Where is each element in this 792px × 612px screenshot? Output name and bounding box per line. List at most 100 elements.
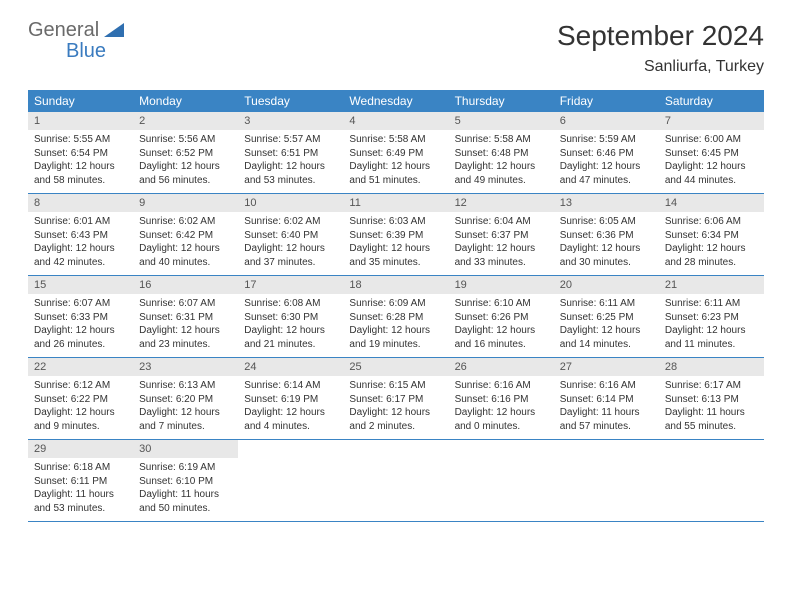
sunrise-text: Sunrise: 6:10 AM [455, 297, 548, 311]
sunrise-text: Sunrise: 6:11 AM [560, 297, 653, 311]
calendar-cell: 14Sunrise: 6:06 AMSunset: 6:34 PMDayligh… [659, 194, 764, 276]
sunset-text: Sunset: 6:11 PM [34, 475, 127, 489]
sunset-text: Sunset: 6:43 PM [34, 229, 127, 243]
day-number: 29 [28, 440, 133, 458]
sunrise-text: Sunrise: 6:17 AM [665, 379, 758, 393]
day-details: Sunrise: 6:17 AMSunset: 6:13 PMDaylight:… [659, 376, 764, 439]
day-details: Sunrise: 5:58 AMSunset: 6:48 PMDaylight:… [449, 130, 554, 193]
day-details: Sunrise: 6:11 AMSunset: 6:23 PMDaylight:… [659, 294, 764, 357]
sunset-text: Sunset: 6:30 PM [244, 311, 337, 325]
daylight-text: Daylight: 12 hours and 19 minutes. [349, 324, 442, 351]
sunset-text: Sunset: 6:16 PM [455, 393, 548, 407]
day-details: Sunrise: 6:02 AMSunset: 6:40 PMDaylight:… [238, 212, 343, 275]
sunrise-text: Sunrise: 6:04 AM [455, 215, 548, 229]
calendar-cell: 22Sunrise: 6:12 AMSunset: 6:22 PMDayligh… [28, 358, 133, 440]
day-details: Sunrise: 6:10 AMSunset: 6:26 PMDaylight:… [449, 294, 554, 357]
sunrise-text: Sunrise: 6:02 AM [139, 215, 232, 229]
day-number: 24 [238, 358, 343, 376]
calendar-cell: 27Sunrise: 6:16 AMSunset: 6:14 PMDayligh… [554, 358, 659, 440]
day-number: 19 [449, 276, 554, 294]
day-details: Sunrise: 6:15 AMSunset: 6:17 PMDaylight:… [343, 376, 448, 439]
daylight-text: Daylight: 12 hours and 30 minutes. [560, 242, 653, 269]
calendar-cell: 20Sunrise: 6:11 AMSunset: 6:25 PMDayligh… [554, 276, 659, 358]
calendar-cell: 19Sunrise: 6:10 AMSunset: 6:26 PMDayligh… [449, 276, 554, 358]
calendar-cell: 8Sunrise: 6:01 AMSunset: 6:43 PMDaylight… [28, 194, 133, 276]
day-details: Sunrise: 6:16 AMSunset: 6:14 PMDaylight:… [554, 376, 659, 439]
weekday-header: Wednesday [343, 90, 448, 112]
daylight-text: Daylight: 12 hours and 11 minutes. [665, 324, 758, 351]
daylight-text: Daylight: 12 hours and 53 minutes. [244, 160, 337, 187]
calendar-cell: 12Sunrise: 6:04 AMSunset: 6:37 PMDayligh… [449, 194, 554, 276]
day-details: Sunrise: 6:00 AMSunset: 6:45 PMDaylight:… [659, 130, 764, 193]
daylight-text: Daylight: 12 hours and 26 minutes. [34, 324, 127, 351]
sunrise-text: Sunrise: 6:07 AM [139, 297, 232, 311]
sunrise-text: Sunrise: 6:06 AM [665, 215, 758, 229]
sunrise-text: Sunrise: 6:01 AM [34, 215, 127, 229]
sunrise-text: Sunrise: 5:56 AM [139, 133, 232, 147]
calendar-cell: 30Sunrise: 6:19 AMSunset: 6:10 PMDayligh… [133, 440, 238, 522]
day-number: 30 [133, 440, 238, 458]
sunrise-text: Sunrise: 6:11 AM [665, 297, 758, 311]
day-number: 6 [554, 112, 659, 130]
weekday-header: Sunday [28, 90, 133, 112]
sunset-text: Sunset: 6:48 PM [455, 147, 548, 161]
day-details: Sunrise: 6:04 AMSunset: 6:37 PMDaylight:… [449, 212, 554, 275]
sunset-text: Sunset: 6:19 PM [244, 393, 337, 407]
daylight-text: Daylight: 12 hours and 33 minutes. [455, 242, 548, 269]
daylight-text: Daylight: 12 hours and 14 minutes. [560, 324, 653, 351]
day-details: Sunrise: 5:57 AMSunset: 6:51 PMDaylight:… [238, 130, 343, 193]
calendar-cell: 17Sunrise: 6:08 AMSunset: 6:30 PMDayligh… [238, 276, 343, 358]
daylight-text: Daylight: 11 hours and 55 minutes. [665, 406, 758, 433]
calendar-cell: 13Sunrise: 6:05 AMSunset: 6:36 PMDayligh… [554, 194, 659, 276]
page-title: September 2024 [557, 20, 764, 52]
sunset-text: Sunset: 6:33 PM [34, 311, 127, 325]
day-number: 8 [28, 194, 133, 212]
sunrise-text: Sunrise: 6:13 AM [139, 379, 232, 393]
day-details: Sunrise: 6:01 AMSunset: 6:43 PMDaylight:… [28, 212, 133, 275]
day-details: Sunrise: 6:07 AMSunset: 6:31 PMDaylight:… [133, 294, 238, 357]
sunrise-text: Sunrise: 5:58 AM [349, 133, 442, 147]
sunrise-text: Sunrise: 6:03 AM [349, 215, 442, 229]
day-number: 26 [449, 358, 554, 376]
day-number: 25 [343, 358, 448, 376]
day-number: 2 [133, 112, 238, 130]
daylight-text: Daylight: 12 hours and 23 minutes. [139, 324, 232, 351]
sunset-text: Sunset: 6:22 PM [34, 393, 127, 407]
calendar-cell [449, 440, 554, 522]
calendar-cell: 9Sunrise: 6:02 AMSunset: 6:42 PMDaylight… [133, 194, 238, 276]
daylight-text: Daylight: 12 hours and 49 minutes. [455, 160, 548, 187]
daylight-text: Daylight: 12 hours and 21 minutes. [244, 324, 337, 351]
sunrise-text: Sunrise: 6:12 AM [34, 379, 127, 393]
calendar-cell [343, 440, 448, 522]
sunset-text: Sunset: 6:49 PM [349, 147, 442, 161]
sunrise-text: Sunrise: 6:09 AM [349, 297, 442, 311]
weekday-header: Thursday [449, 90, 554, 112]
brand-word1: General [28, 19, 99, 41]
daylight-text: Daylight: 12 hours and 16 minutes. [455, 324, 548, 351]
sunset-text: Sunset: 6:42 PM [139, 229, 232, 243]
calendar-cell: 15Sunrise: 6:07 AMSunset: 6:33 PMDayligh… [28, 276, 133, 358]
day-number: 10 [238, 194, 343, 212]
sunset-text: Sunset: 6:51 PM [244, 147, 337, 161]
day-number: 13 [554, 194, 659, 212]
calendar-cell: 21Sunrise: 6:11 AMSunset: 6:23 PMDayligh… [659, 276, 764, 358]
weekday-header: Saturday [659, 90, 764, 112]
sunset-text: Sunset: 6:17 PM [349, 393, 442, 407]
day-number: 20 [554, 276, 659, 294]
weekday-header: Monday [133, 90, 238, 112]
calendar-cell: 29Sunrise: 6:18 AMSunset: 6:11 PMDayligh… [28, 440, 133, 522]
sunset-text: Sunset: 6:28 PM [349, 311, 442, 325]
calendar-cell: 10Sunrise: 6:02 AMSunset: 6:40 PMDayligh… [238, 194, 343, 276]
day-number: 1 [28, 112, 133, 130]
daylight-text: Daylight: 12 hours and 44 minutes. [665, 160, 758, 187]
sunset-text: Sunset: 6:23 PM [665, 311, 758, 325]
day-number: 9 [133, 194, 238, 212]
calendar-table: SundayMondayTuesdayWednesdayThursdayFrid… [28, 90, 764, 522]
sunset-text: Sunset: 6:13 PM [665, 393, 758, 407]
day-number: 27 [554, 358, 659, 376]
calendar-cell: 3Sunrise: 5:57 AMSunset: 6:51 PMDaylight… [238, 112, 343, 194]
day-number: 21 [659, 276, 764, 294]
day-details: Sunrise: 5:59 AMSunset: 6:46 PMDaylight:… [554, 130, 659, 193]
calendar-cell: 28Sunrise: 6:17 AMSunset: 6:13 PMDayligh… [659, 358, 764, 440]
location-label: Sanliurfa, Turkey [557, 58, 764, 76]
